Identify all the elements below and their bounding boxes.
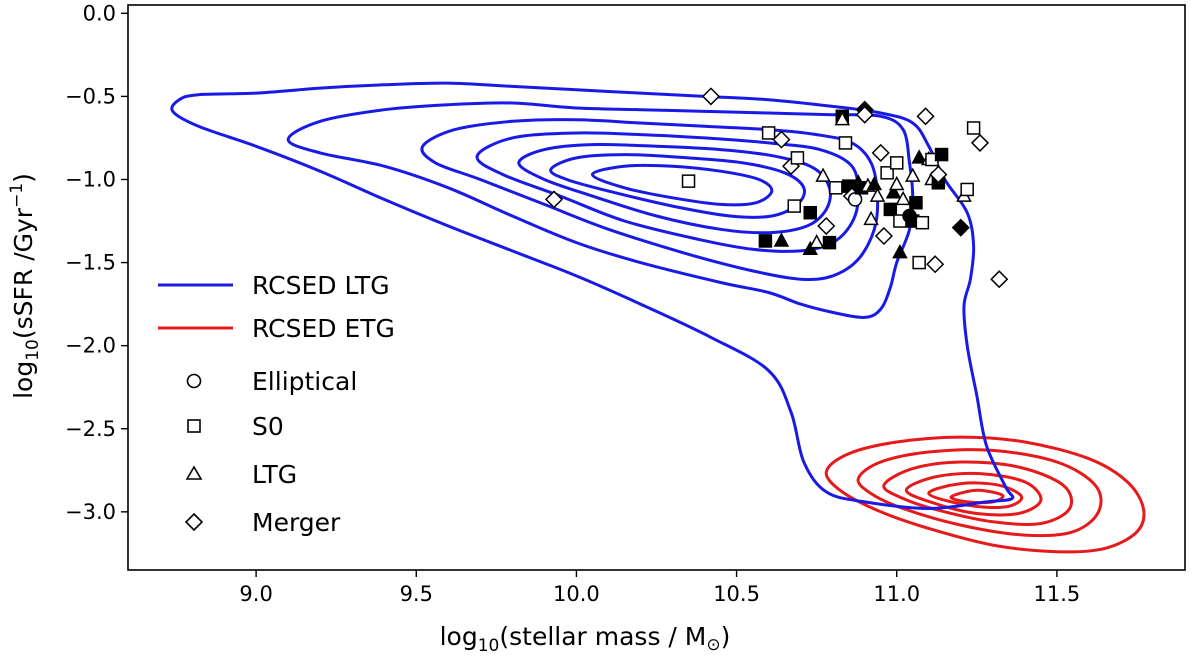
x-axis-label-text: (stellar mass / M	[499, 622, 706, 651]
point-merger	[871, 143, 890, 162]
point-ltg	[888, 175, 905, 191]
ltg-contour	[286, 101, 915, 319]
point-elliptical	[847, 192, 863, 207]
point-s0	[915, 215, 930, 230]
legend-label-rcsed-ltg: RCSED LTG	[252, 271, 390, 300]
y-tick-label: −2.5	[65, 417, 116, 441]
y-axis-label: log10(sSFR /Gyr−1)	[7, 173, 43, 399]
ltg-contour	[590, 163, 774, 207]
x-tick-label: 9.0	[239, 582, 272, 606]
point-merger	[990, 270, 1009, 289]
data-points	[544, 87, 1009, 289]
point-s0	[934, 147, 949, 162]
point-ltg	[773, 232, 790, 247]
point-s0	[803, 205, 817, 220]
point-s0	[883, 202, 898, 217]
point-ltg	[869, 187, 886, 202]
point-ltg	[885, 184, 902, 199]
point-s0	[787, 199, 801, 213]
ltg-contour	[170, 81, 1015, 511]
legend-marker-s0	[187, 419, 201, 433]
point-s0	[758, 234, 773, 248]
y-axis-label-sup: −1	[7, 183, 27, 208]
ltg-contour	[420, 118, 880, 281]
x-tick-label: 11.0	[873, 582, 920, 606]
x-tick-label: 10.0	[553, 582, 600, 606]
legend-label-s0: S0	[252, 412, 284, 441]
point-merger	[916, 107, 935, 126]
point-ltg	[892, 244, 908, 259]
y-tick-label: −1.0	[65, 167, 116, 191]
etg-contour	[824, 435, 1146, 554]
y-tick-label: −3.0	[65, 500, 116, 524]
point-s0	[838, 136, 853, 150]
point-s0	[822, 235, 837, 250]
point-merger	[970, 133, 990, 152]
y-axis-label-text: (sSFR /Gyr	[9, 207, 38, 339]
point-merger	[929, 165, 948, 184]
point-ltg	[866, 175, 883, 191]
y-axis-label-sub: 10	[23, 339, 43, 361]
y-tick-label: −0.5	[65, 84, 116, 108]
ltg-contour	[517, 142, 832, 235]
point-merger	[817, 216, 836, 236]
point-s0	[960, 182, 974, 197]
point-merger	[926, 255, 945, 274]
legend-marker-ltg	[185, 465, 203, 480]
x-axis-label-base: log	[440, 622, 478, 651]
y-tick-label: −1.5	[65, 251, 116, 275]
point-ltg	[904, 167, 921, 182]
point-ltg	[895, 190, 911, 206]
legend-marker-merger	[184, 512, 204, 532]
point-ltg	[815, 167, 831, 182]
point-s0	[761, 126, 776, 140]
y-axis-label-end: )	[9, 173, 38, 183]
point-merger	[874, 226, 893, 246]
point-ltg	[863, 210, 879, 226]
legend-label-merger: Merger	[252, 508, 341, 537]
legend: RCSED LTG RCSED ETG Elliptical S0 LTG Me…	[158, 271, 395, 537]
ltg-contour	[549, 153, 806, 219]
x-axis-label: log10(stellar mass / M⊙)	[440, 622, 731, 656]
x-axis-label-sub: 10	[478, 636, 500, 656]
x-axis-label-end: )	[721, 622, 731, 651]
point-s0	[966, 121, 981, 135]
y-tick-label: 0.0	[83, 1, 116, 25]
legend-label-rcsed-etg: RCSED ETG	[252, 314, 395, 343]
y-tick-label: −2.0	[65, 334, 116, 358]
point-ltg	[808, 234, 825, 249]
legend-label-elliptical: Elliptical	[252, 367, 357, 396]
point-ltg	[911, 149, 927, 164]
point-merger	[772, 130, 791, 149]
x-axis-label-symbol: ⊙	[706, 635, 720, 655]
legend-label-ltg: LTG	[252, 460, 297, 489]
point-s0	[681, 174, 696, 188]
point-s0	[889, 156, 904, 170]
point-s0	[829, 181, 843, 195]
point-merger	[951, 218, 970, 237]
point-merger	[855, 105, 874, 124]
x-tick-label: 11.5	[1033, 582, 1080, 606]
point-merger	[701, 87, 721, 106]
contours	[170, 81, 1146, 554]
y-axis-label-base: log	[9, 361, 38, 399]
point-s0	[909, 196, 923, 210]
etg-contour	[882, 460, 1074, 527]
point-ltg	[834, 111, 851, 126]
x-tick-label: 10.5	[713, 582, 760, 606]
y-axis: 0.0 −0.5 −1.0 −1.5 −2.0 −2.5 −3.0	[65, 1, 128, 524]
point-merger	[544, 190, 564, 209]
x-axis: 9.0 9.5 10.0 10.5 11.0 11.5	[239, 570, 1080, 606]
point-s0	[880, 166, 894, 180]
x-tick-label: 9.5	[400, 582, 433, 606]
legend-marker-elliptical	[186, 373, 202, 389]
ltg-contour	[475, 131, 860, 253]
point-s0	[912, 255, 926, 270]
etg-contour	[949, 488, 1005, 505]
point-s0	[790, 151, 805, 165]
